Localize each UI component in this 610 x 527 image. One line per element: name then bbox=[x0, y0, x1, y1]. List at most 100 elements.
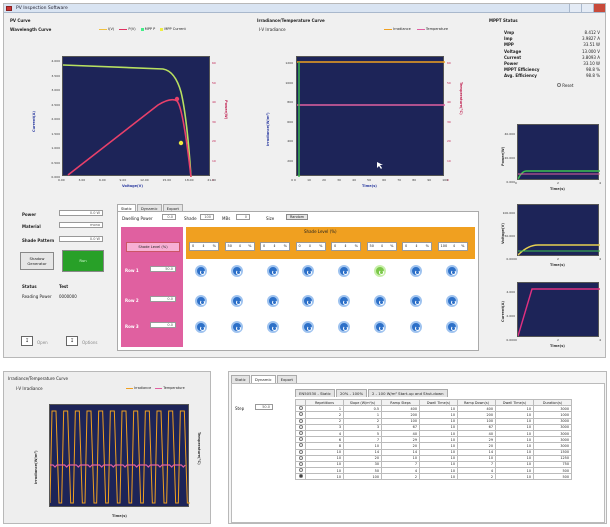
shade-row-field[interactable]: 0.0 bbox=[150, 296, 176, 302]
reset-radio-icon[interactable] bbox=[557, 83, 561, 87]
table-cell[interactable]: 10 bbox=[419, 473, 458, 481]
table-cell[interactable]: 10 bbox=[495, 473, 534, 481]
table-row[interactable]: 8 10 20 10 20 10 3000 bbox=[295, 442, 572, 450]
pv-cell-button[interactable] bbox=[445, 265, 458, 277]
shade-level-field[interactable]: 0 ⇕% bbox=[402, 242, 432, 251]
spinner-icon[interactable]: ⇕ bbox=[452, 244, 456, 248]
shade-pattern-field[interactable]: 0.0 W bbox=[59, 236, 103, 242]
shade-level-field[interactable]: 50 ⇕% bbox=[224, 242, 255, 251]
spinner-icon[interactable]: ⇕ bbox=[201, 244, 205, 248]
pv-cell-button[interactable] bbox=[374, 265, 386, 277]
pv-cell-button[interactable] bbox=[230, 295, 243, 307]
radio-icon[interactable] bbox=[298, 474, 303, 479]
open-button[interactable]: ↧ bbox=[21, 336, 33, 346]
run-button[interactable]: Run bbox=[62, 250, 104, 272]
shade-level-field[interactable]: 0 ⇕% bbox=[331, 242, 361, 251]
pv-cell-button[interactable] bbox=[409, 265, 422, 277]
pv-cell-button[interactable] bbox=[266, 295, 279, 307]
size-button[interactable]: Random bbox=[286, 214, 308, 220]
power-field[interactable]: 0.0 W bbox=[59, 210, 103, 216]
reset-control[interactable]: Reset bbox=[557, 83, 573, 88]
table-cell[interactable]: 2 bbox=[381, 473, 420, 481]
spinner-icon[interactable]: ⇕ bbox=[343, 244, 347, 248]
radio-icon[interactable] bbox=[298, 431, 303, 436]
shade-level-field[interactable]: 0 ⇕% bbox=[260, 242, 290, 251]
pv-cell-button[interactable] bbox=[302, 295, 315, 307]
pv-cell-button[interactable] bbox=[266, 321, 279, 333]
radio-icon[interactable] bbox=[298, 437, 303, 442]
shade-level-field[interactable]: 0 ⇕% bbox=[189, 242, 219, 251]
tab-dynamic[interactable]: Dynamic bbox=[250, 375, 276, 383]
radio-icon[interactable] bbox=[298, 418, 303, 423]
pv-cell-button[interactable] bbox=[338, 295, 351, 307]
table-row[interactable]: 10 30 7 10 7 10 750 bbox=[295, 460, 572, 469]
shade-row-field[interactable]: 50.0 bbox=[150, 266, 176, 272]
tab-static[interactable]: Static bbox=[231, 375, 250, 383]
pv-cell-button[interactable] bbox=[302, 321, 315, 333]
shade-control-field[interactable]: 100 bbox=[200, 214, 214, 220]
pv-cell-button[interactable] bbox=[445, 321, 458, 333]
radio-icon[interactable] bbox=[298, 449, 303, 454]
table-row[interactable]: 10 14 14 10 14 10 1500 bbox=[295, 448, 572, 456]
mbs-field[interactable]: 0 bbox=[236, 214, 250, 220]
subtab-en50530-static[interactable]: EN50530 - Static bbox=[295, 389, 335, 397]
shadow-generator-button[interactable]: Shadow Generator bbox=[20, 252, 54, 270]
step-field[interactable]: 50.0 bbox=[255, 404, 273, 410]
mppt-status-row: MPPT Efficiency 98.8 % bbox=[504, 67, 600, 73]
table-cell[interactable]: 2 bbox=[457, 473, 496, 481]
mppt-current-chart bbox=[517, 282, 600, 337]
table-cell[interactable]: 100 bbox=[343, 473, 382, 481]
pv-cell-button[interactable] bbox=[409, 295, 422, 307]
tab-export[interactable]: Export bbox=[162, 204, 184, 212]
pv-cell-button[interactable] bbox=[195, 295, 207, 307]
pv-cell-button[interactable] bbox=[302, 265, 315, 277]
subtab-startup-shutdown[interactable]: 2 - 100 W/m² Start-up and Shut-down bbox=[368, 389, 448, 397]
table-cell[interactable]: 10 bbox=[305, 473, 344, 481]
shade-level-field[interactable]: 50 ⇕% bbox=[366, 242, 397, 251]
mini-y-ticks: 100.000 50.000 0.000 bbox=[502, 211, 515, 261]
material-field[interactable]: mono bbox=[59, 222, 103, 228]
pv-cell-button[interactable] bbox=[230, 321, 243, 333]
spinner-icon[interactable]: ⇕ bbox=[414, 244, 418, 248]
tab-export[interactable]: Export bbox=[276, 375, 298, 383]
dwelling-power-field[interactable]: 0.0 bbox=[162, 214, 176, 220]
tab-dynamic[interactable]: Dynamic bbox=[136, 204, 162, 212]
shade-pattern-label: Shade Pattern bbox=[22, 238, 55, 243]
pv-cell-button[interactable] bbox=[338, 321, 351, 333]
spinner-icon[interactable]: ⇕ bbox=[238, 244, 242, 248]
profile-subtabs: EN50530 - Static 20% - 100% 2 - 100 W/m²… bbox=[295, 389, 449, 397]
radio-icon[interactable] bbox=[298, 468, 303, 473]
radio-icon[interactable] bbox=[298, 424, 303, 429]
radio-icon[interactable] bbox=[298, 461, 303, 466]
shade-level-field[interactable]: 0 ⇕% bbox=[295, 242, 326, 251]
minimize-icon[interactable] bbox=[569, 4, 581, 12]
pv-cell-button[interactable] bbox=[230, 265, 243, 277]
spinner-icon[interactable]: ⇕ bbox=[380, 244, 384, 248]
row-select[interactable] bbox=[295, 473, 306, 481]
pv-cell-button[interactable] bbox=[409, 321, 422, 333]
shade-level-field[interactable]: 100 ⇕% bbox=[437, 242, 468, 251]
table-row[interactable]: 10 20 10 10 10 10 1250 bbox=[295, 454, 572, 462]
tab-static[interactable]: Static bbox=[117, 204, 136, 212]
maximize-icon[interactable] bbox=[581, 4, 593, 12]
pv-cell-button[interactable] bbox=[195, 265, 207, 277]
reset-label: Reset bbox=[562, 83, 574, 88]
radio-icon[interactable] bbox=[298, 412, 303, 417]
spinner-icon[interactable]: ⇕ bbox=[308, 244, 312, 248]
close-icon[interactable] bbox=[593, 4, 605, 12]
pv-cell-button[interactable] bbox=[338, 265, 351, 277]
pv-cell-button[interactable] bbox=[374, 321, 386, 333]
pv-cell-button[interactable] bbox=[195, 321, 207, 333]
pv-cell-button[interactable] bbox=[266, 265, 279, 277]
table-cell[interactable]: 500 bbox=[533, 473, 572, 481]
pv-cell-button[interactable] bbox=[445, 295, 458, 307]
shade-row-field[interactable]: 0.0 bbox=[150, 322, 176, 328]
subtab-20-100[interactable]: 20% - 100% bbox=[335, 389, 368, 397]
spinner-icon[interactable]: ⇕ bbox=[272, 244, 276, 248]
pv-cell-button[interactable] bbox=[374, 295, 386, 307]
radio-icon[interactable] bbox=[298, 455, 303, 460]
table-row[interactable]: 10 100 2 10 2 10 500 bbox=[295, 473, 572, 481]
radio-icon[interactable] bbox=[298, 443, 303, 448]
options-button[interactable]: ↧ bbox=[66, 336, 78, 346]
radio-icon[interactable] bbox=[298, 406, 303, 411]
